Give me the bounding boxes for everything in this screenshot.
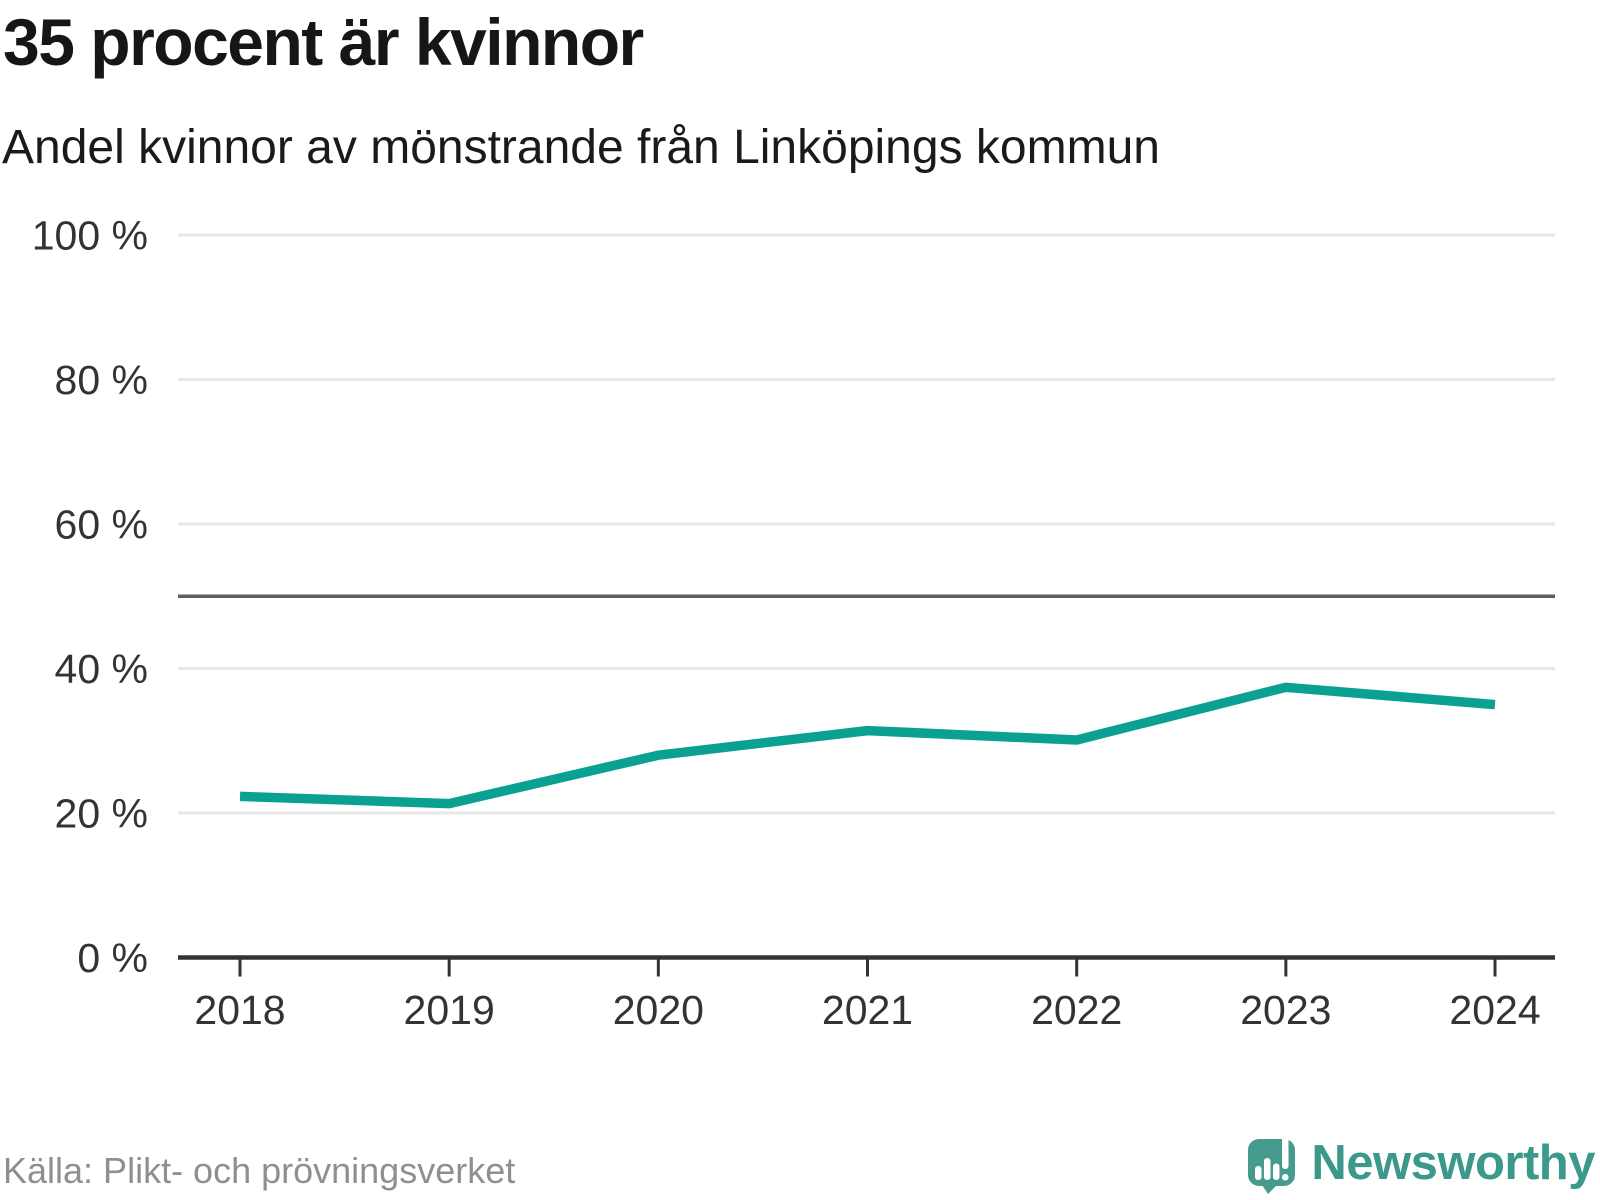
bar-icon-1 (1255, 1166, 1262, 1180)
source-note: Källa: Plikt- och prövningsverket (3, 1150, 516, 1191)
bar-icon-2 (1264, 1158, 1271, 1180)
x-tick-label-2020: 2020 (613, 987, 704, 1033)
bar-icon-3 (1273, 1163, 1280, 1180)
y-tick-label-40: 40 % (55, 646, 148, 692)
y-tick-label-60: 60 % (55, 502, 148, 548)
y-tick-label-100: 100 % (32, 213, 148, 259)
x-tick-label-2021: 2021 (822, 987, 913, 1033)
newsworthy-logo: Newsworthy (1247, 1132, 1595, 1195)
x-tick-label-2019: 2019 (404, 987, 495, 1033)
newsworthy-logo-text: Newsworthy (1311, 1136, 1595, 1190)
speech-bubble-tail (1260, 1182, 1281, 1194)
y-tick-label-20: 20 % (55, 791, 148, 837)
x-tick-label-2022: 2022 (1031, 987, 1122, 1033)
y-tick-label-80: 80 % (55, 357, 148, 403)
newsworthy-logo-icon (1248, 1132, 1296, 1194)
x-tick-label-2024: 2024 (1449, 987, 1540, 1033)
data-line-series (239, 682, 1496, 809)
chart-subtitle: Andel kvinnor av mönstrande från Linköpi… (2, 121, 1160, 174)
y-tick-label-0: 0 % (77, 935, 148, 981)
chart-title: 35 procent är kvinnor (3, 5, 644, 79)
line-chart: 0 % 20 % 40 % 60 % 80 % 100 % 2018 2019 2020 2021… (32, 213, 1555, 1033)
exclamation-dot (1282, 1174, 1289, 1181)
exclamation-icon (1282, 1132, 1289, 1169)
x-tick-label-2018: 2018 (194, 987, 285, 1033)
x-tick-label-2023: 2023 (1240, 987, 1331, 1033)
